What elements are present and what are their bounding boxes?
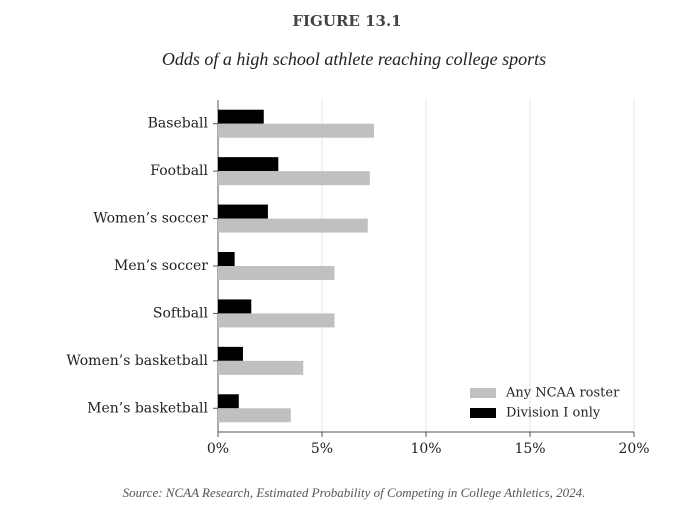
legend-swatch xyxy=(470,388,496,398)
y-tick-label: Baseball xyxy=(148,116,209,132)
bar xyxy=(218,157,279,172)
x-tick-label: 10% xyxy=(410,441,441,457)
legend-swatch xyxy=(470,408,496,418)
bar xyxy=(218,394,239,409)
bar xyxy=(218,346,243,361)
bar xyxy=(218,408,291,423)
bar xyxy=(218,266,335,280)
chart-subtitle: Odds of a high school athlete reaching c… xyxy=(162,49,546,69)
x-tick-label: 0% xyxy=(207,441,229,457)
y-tick-label: Women’s soccer xyxy=(93,211,208,227)
bar xyxy=(218,109,264,124)
legend-label: Division I only xyxy=(506,406,601,421)
bar xyxy=(218,299,252,314)
y-tick-label: Football xyxy=(150,163,208,179)
source-note: Source: NCAA Research, Estimated Probabi… xyxy=(123,485,586,500)
bar xyxy=(218,252,235,266)
chart-title: FIGURE 13.1 xyxy=(292,12,401,30)
y-tick-label: Men’s soccer xyxy=(114,258,208,274)
y-tick-label: Softball xyxy=(153,305,209,321)
x-tick-label: 20% xyxy=(618,441,649,457)
x-tick-label: 15% xyxy=(514,441,545,457)
y-tick-label: Men’s basketball xyxy=(87,400,208,416)
y-tick-label: Women’s basketball xyxy=(66,353,208,369)
bar xyxy=(218,313,335,328)
legend-label: Any NCAA roster xyxy=(505,386,620,401)
x-tick-label: 5% xyxy=(311,441,333,457)
bar xyxy=(218,123,374,138)
bar xyxy=(218,360,304,375)
bar xyxy=(218,171,370,186)
bar xyxy=(218,204,268,219)
bar xyxy=(218,218,368,233)
